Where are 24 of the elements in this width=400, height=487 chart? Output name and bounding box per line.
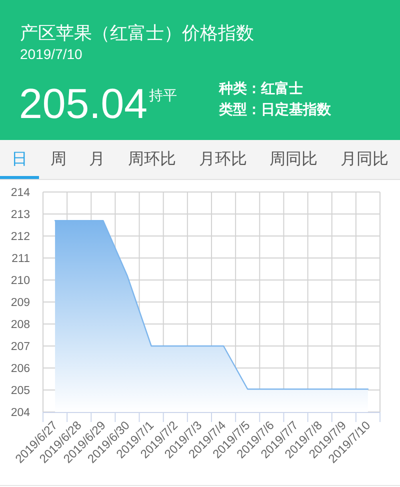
chart-title: 产区苹果（红富士）价格指数 — [20, 23, 254, 43]
y-tick-label: 204 — [10, 407, 31, 419]
tab-label: 月环比 — [198, 150, 248, 170]
text: 205.04 — [19, 80, 148, 127]
y-tick-label: 210 — [10, 275, 30, 287]
tab-label: 月 — [88, 150, 106, 170]
y-tick-label: 211 — [12, 253, 30, 265]
tab-label: 月同比 — [340, 150, 390, 170]
y-tick-label: 206 — [10, 363, 30, 375]
text: 种类：红富士 — [219, 80, 303, 96]
text: 持平 — [149, 87, 177, 103]
y-tick-label: 205 — [10, 385, 30, 397]
y-tick-label: 207 — [10, 341, 30, 353]
chart-subtitle: 2019/7/10 — [20, 46, 82, 62]
tab-label: 日 — [0, 140, 39, 179]
tab-label: 周同比 — [268, 150, 319, 170]
tab-label: 周 — [49, 150, 68, 170]
y-tick-label: 213 — [10, 209, 30, 221]
y-tick-label: 214 — [10, 187, 31, 199]
y-tick-label: 212 — [10, 231, 30, 243]
y-tick-label: 209 — [10, 297, 30, 309]
y-tick-label: 208 — [10, 319, 30, 331]
text: 类型：日定基指数 — [219, 101, 331, 117]
tab-label: 周环比 — [127, 150, 177, 170]
